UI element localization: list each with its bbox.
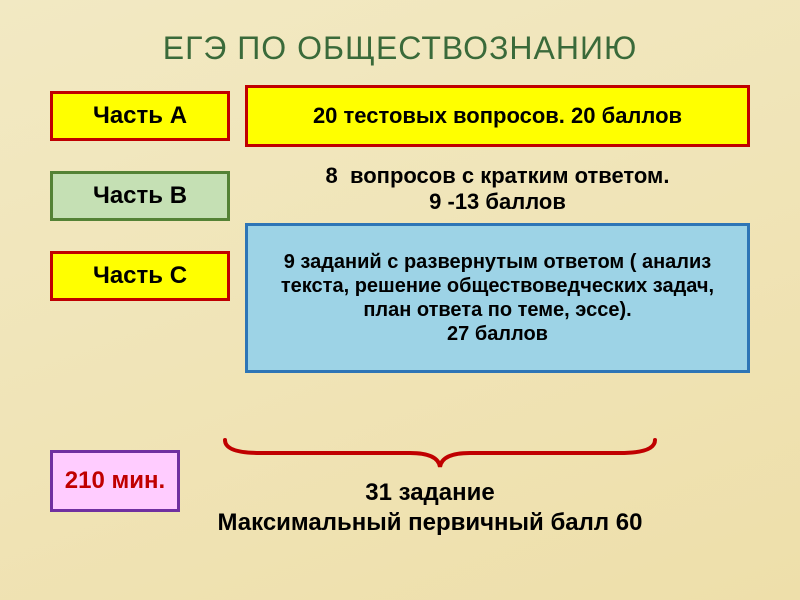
slide: ЕГЭ ПО ОБЩЕСТВОЗНАНИЮ Часть А 20 тестовы… — [0, 0, 800, 600]
part-c-desc: 9 заданий с развернутым ответом ( анализ… — [245, 223, 750, 373]
brace-icon — [220, 435, 660, 470]
slide-title: ЕГЭ ПО ОБЩЕСТВОЗНАНИЮ — [0, 30, 800, 67]
bottom-line1: 31 задание — [365, 479, 495, 506]
bottom-summary: 31 задание Максимальный первичный балл 6… — [130, 478, 730, 538]
part-a-desc: 20 тестовых вопросов. 20 баллов — [245, 85, 750, 147]
part-b-desc: 8 вопросов с кратким ответом.9 -13 балло… — [245, 163, 750, 216]
part-b-label: Часть В — [50, 171, 230, 221]
part-c-label: Часть С — [50, 251, 230, 301]
content-rows: Часть А 20 тестовых вопросов. 20 баллов … — [50, 85, 750, 375]
bottom-line2: Максимальный первичный балл 60 — [217, 509, 642, 536]
row-a: Часть А 20 тестовых вопросов. 20 баллов — [50, 85, 750, 155]
row-c: Часть С 9 заданий с развернутым ответом … — [50, 245, 750, 375]
part-a-label: Часть А — [50, 91, 230, 141]
